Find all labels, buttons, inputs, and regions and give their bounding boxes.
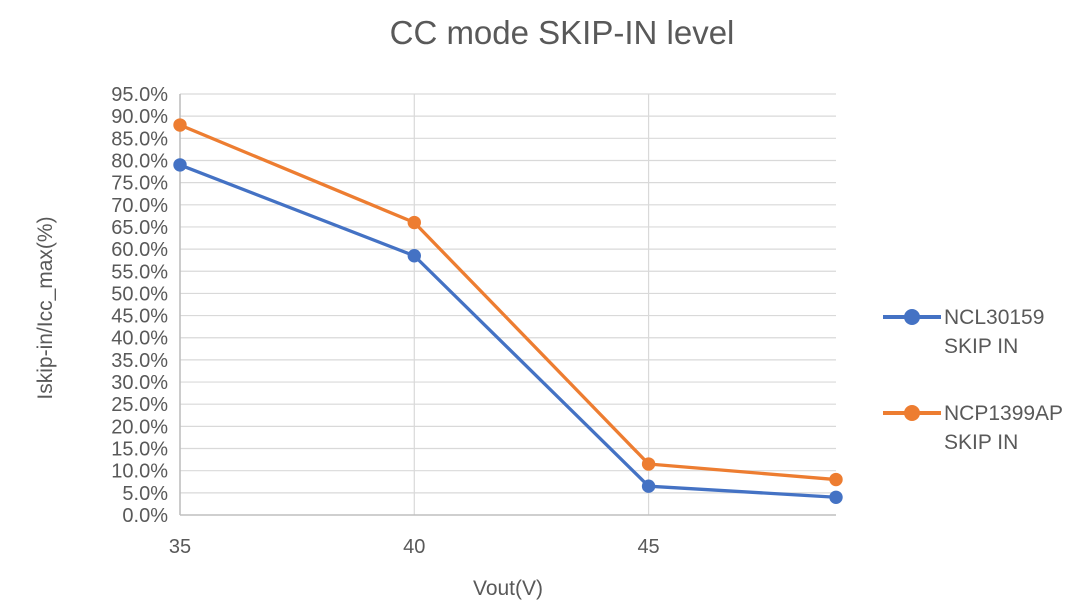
y-axis-tick-label: 55.0% xyxy=(111,261,168,283)
series-line-ncp1399ap xyxy=(178,123,838,482)
y-axis-tick-label: 25.0% xyxy=(111,394,168,416)
legend-text: NCL30159 SKIP IN xyxy=(944,303,1044,361)
y-axis-tick-label: 0.0% xyxy=(122,505,168,527)
legend-line-circle-icon xyxy=(883,405,941,421)
legend-label-line1: NCL30159 xyxy=(944,306,1045,329)
legend-item-ncp1399ap: NCP1399AP SKIP IN xyxy=(882,399,1063,457)
y-axis-tick-label: 65.0% xyxy=(111,217,168,239)
y-axis-tick-label: 20.0% xyxy=(111,416,168,438)
y-axis-title: Iskip-in/Icc_max(%) xyxy=(34,216,57,400)
x-axis-title: Vout(V) xyxy=(472,577,544,600)
y-axis-tick-label: 40.0% xyxy=(111,328,168,350)
x-axis-tick-label: 35 xyxy=(169,536,191,558)
legend-label-line2: SKIP IN xyxy=(944,335,1019,358)
data-point-marker-ncl30159 xyxy=(829,490,843,504)
y-axis-tick-label: 85.0% xyxy=(111,128,168,150)
data-point-marker-ncp1399ap xyxy=(829,472,843,487)
y-axis-tick-label: 80.0% xyxy=(111,150,168,172)
y-axis-tick-label: 35.0% xyxy=(111,350,168,372)
y-axis-tick-label: 10.0% xyxy=(111,461,168,483)
data-point-marker-ncl30159 xyxy=(407,249,421,263)
legend-line-circle-icon xyxy=(883,309,941,325)
y-axis-tick-label: 90.0% xyxy=(111,106,168,128)
x-axis-tick-label: 40 xyxy=(403,536,425,558)
y-axis-tick-label: 5.0% xyxy=(122,483,168,505)
x-axis-tick-label: 45 xyxy=(637,536,659,558)
legend: NCL30159 SKIP IN NCP1399AP SKIP IN xyxy=(882,303,1063,457)
legend-item-ncl30159: NCL30159 SKIP IN xyxy=(882,303,1063,361)
y-axis-tick-label: 60.0% xyxy=(111,239,168,261)
series-line-ncl30159 xyxy=(178,163,838,499)
data-point-marker-ncl30159 xyxy=(641,479,656,493)
data-point-marker-ncl30159 xyxy=(173,158,187,172)
data-point-marker-ncp1399ap xyxy=(173,118,187,132)
y-axis-tick-label: 30.0% xyxy=(111,372,168,394)
y-axis-tick-label: 15.0% xyxy=(111,439,168,461)
y-axis-tick-label: 95.0% xyxy=(111,84,168,106)
y-axis-tick-label: 70.0% xyxy=(111,195,168,217)
y-axis-tick-label: 75.0% xyxy=(111,173,168,195)
legend-text: NCP1399AP SKIP IN xyxy=(944,399,1063,457)
legend-label-line2: SKIP IN xyxy=(944,431,1019,454)
legend-label-line1: NCP1399AP xyxy=(944,402,1064,425)
y-axis-tick-label: 50.0% xyxy=(111,283,168,305)
legend-circle-marker xyxy=(904,405,920,421)
legend-circle-marker xyxy=(904,309,920,325)
y-axis-tick-label: 45.0% xyxy=(111,306,168,328)
chart-title: CC mode SKIP-IN level xyxy=(389,14,735,51)
data-point-marker-ncp1399ap xyxy=(641,457,656,471)
data-point-marker-ncp1399ap xyxy=(407,215,421,230)
